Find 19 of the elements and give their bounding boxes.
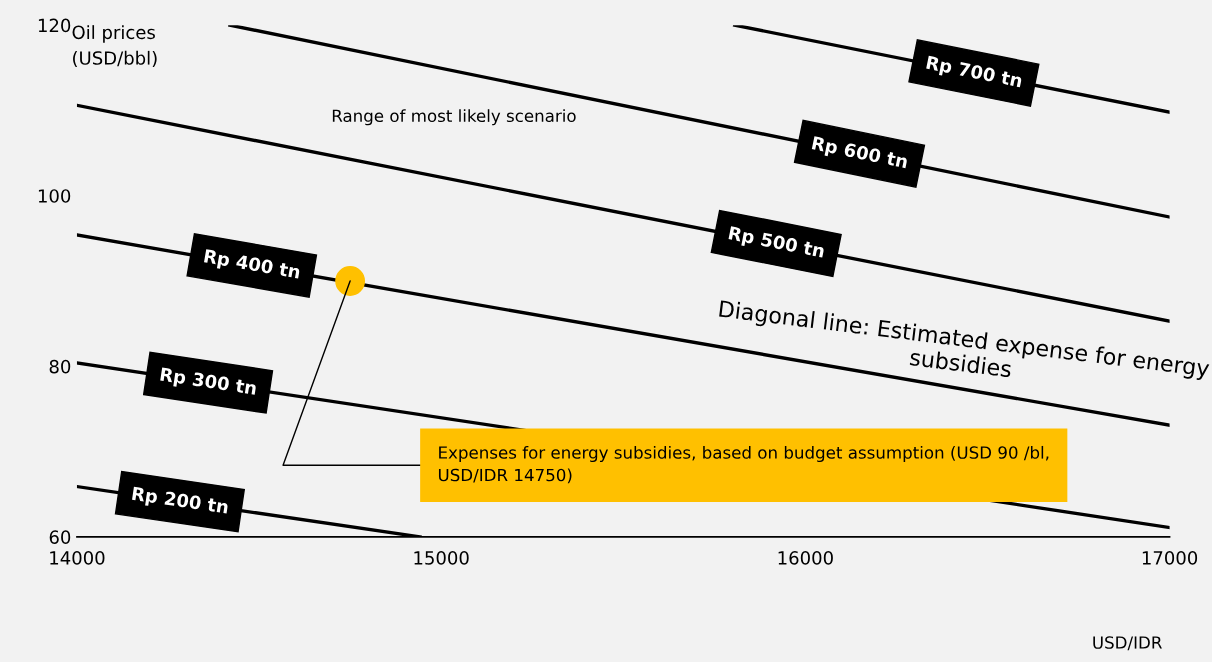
annotation: Expenses for energy subsidies, based on budget assumption (USD 90 /bl, USD/IDR 14750) (438, 445, 1049, 484)
y-tick-label: 100 (38, 189, 71, 203)
text: Rp 700 tn (925, 55, 1023, 91)
annotation: Diagonal line: Estimated expense for energy subsidies (718, 299, 1210, 382)
text: Rp 300 tn (159, 367, 257, 399)
x-axis-title: USD/IDR (1093, 636, 1162, 651)
text: Rp 400 tn (203, 248, 301, 283)
text: Rp 600 tn (811, 135, 909, 172)
x-tick-label: 15000 (414, 551, 469, 565)
y-axis-title: Oil prices (USD/bbl) (72, 25, 157, 67)
x-tick-label: 17000 (1142, 551, 1198, 565)
annotation: Range of most likely scenario (332, 109, 576, 126)
text: Rp 500 tn (727, 225, 825, 262)
y-tick-label: 120 (38, 18, 71, 33)
x-tick-label: 16000 (778, 551, 833, 565)
y-tick-label: 60 (49, 530, 71, 544)
text: Rp 200 tn (131, 486, 229, 518)
x-tick-label: 14000 (50, 551, 105, 565)
y-tick-label: 80 (49, 359, 71, 374)
